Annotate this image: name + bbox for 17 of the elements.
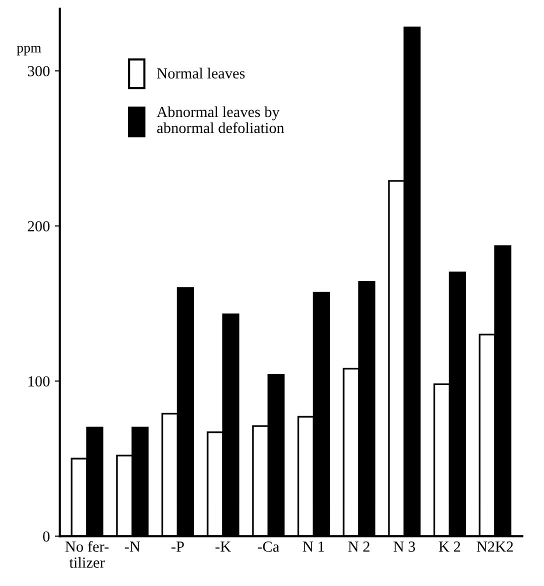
x-tick-label: -K — [216, 542, 231, 552]
y-tick-label: 100 — [28, 376, 50, 387]
x-tick-label: -N — [124, 542, 140, 552]
x-tick-label: K 2 — [438, 542, 460, 552]
y-tick-label: 0 — [43, 531, 50, 542]
y-axis-title: ppm — [16, 46, 42, 56]
y-tick-label: 200 — [28, 221, 50, 232]
y-tick-label: 300 — [28, 66, 50, 76]
legend-label: Abnormal leaves by abnormal defoliation — [156, 106, 284, 134]
legend-label: Normal leaves — [157, 68, 245, 79]
x-tick-label: N 3 — [394, 542, 416, 552]
x-tick-label: No fer- tilizer — [65, 540, 109, 568]
x-tick-label: -Ca — [258, 542, 280, 552]
x-tick-label: -P — [171, 542, 184, 552]
x-tick-label: N 2 — [348, 542, 370, 552]
x-tick-label: N2K2 — [476, 542, 513, 552]
x-tick-label: N 1 — [302, 542, 324, 552]
